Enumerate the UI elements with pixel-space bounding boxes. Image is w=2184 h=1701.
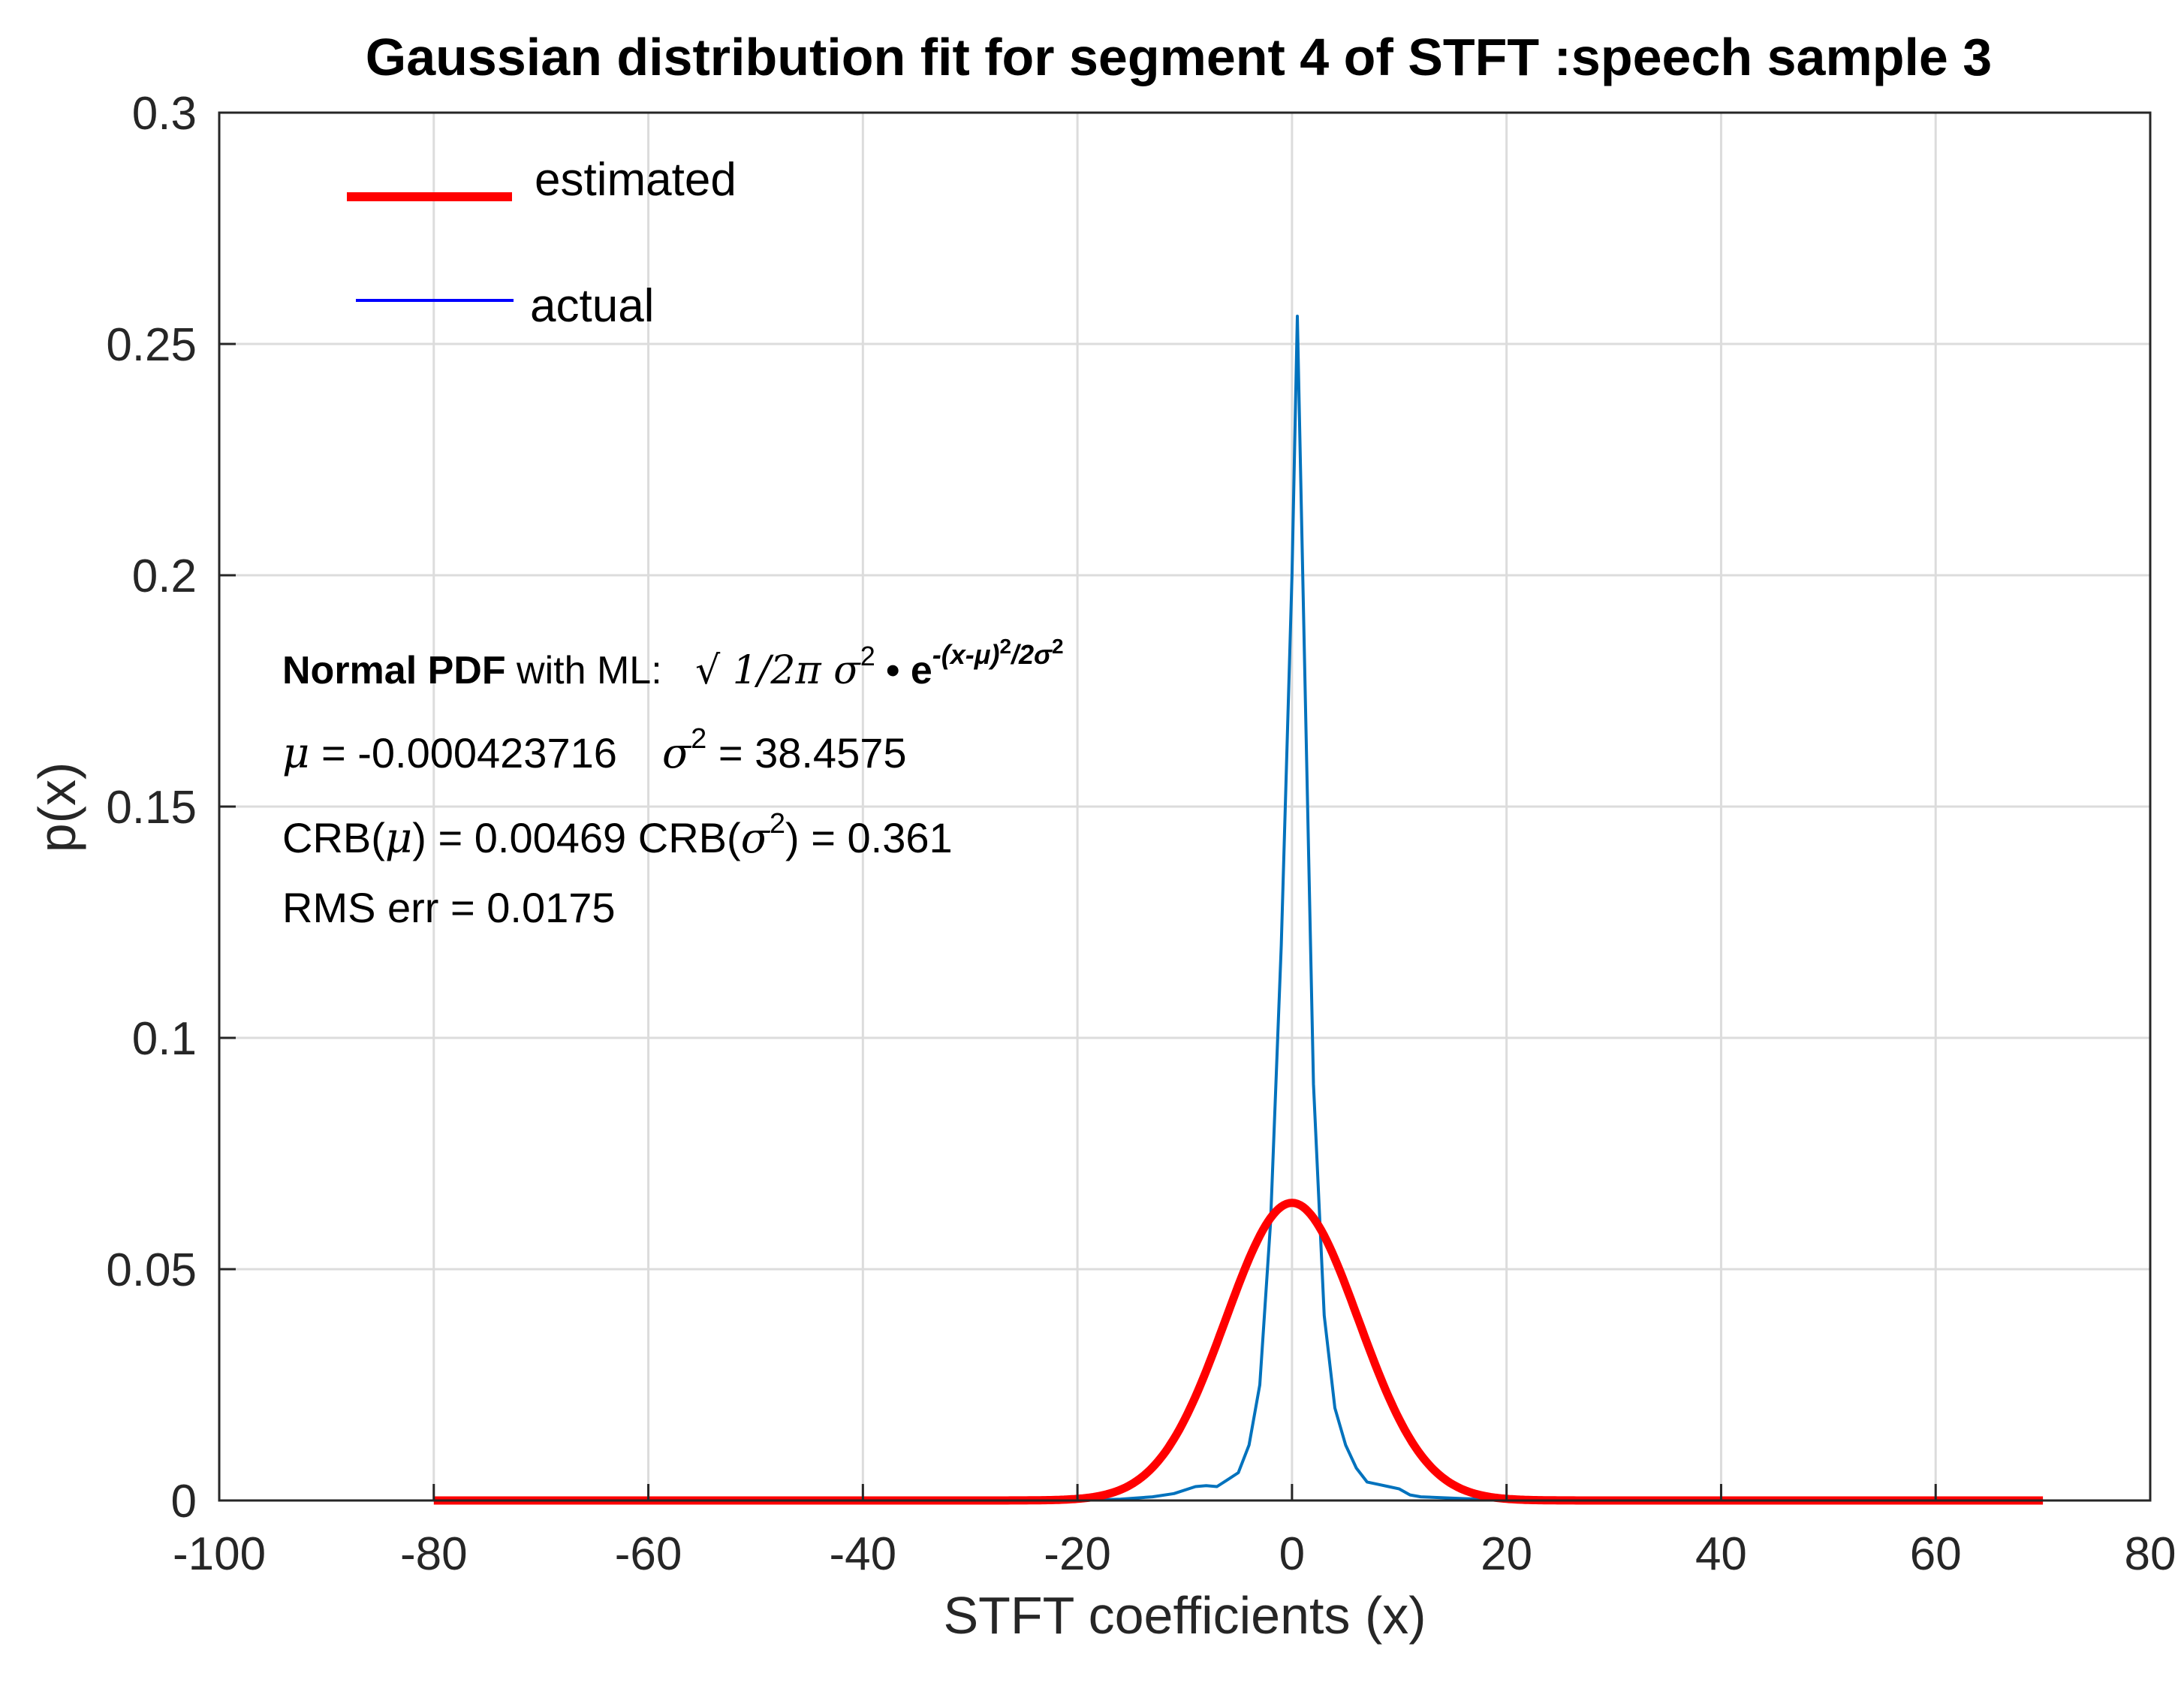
annotation-crb-c: ) = 0.361	[785, 814, 953, 861]
annotation-crb-a: CRB(	[282, 814, 385, 861]
y-tick-label: 0.05	[106, 1244, 197, 1296]
y-tick-label: 0.2	[132, 550, 197, 602]
fit-annotation: Normal PDF with ML: √ 1/2π σ2 • e-(x-μ)2…	[282, 635, 1064, 931]
annotation-crb: CRB(μ) = 0.00469 CRB(σ2) = 0.361	[282, 808, 953, 863]
annotation-sigma-value: = 38.4575	[706, 729, 906, 777]
y-axis: 0 0.05 0.1 0.15 0.2 0.25 0.3	[106, 88, 236, 1528]
legend: estimated actual	[347, 154, 737, 332]
annotation-formula-bold: Normal PDF	[282, 649, 506, 692]
x-tick-label: -80	[400, 1528, 468, 1580]
x-tick-label: -40	[830, 1528, 897, 1580]
annotation-crb-b: ) = 0.00469 CRB(	[412, 814, 741, 861]
y-tick-label: 0.25	[106, 319, 197, 371]
legend-label-estimated: estimated	[535, 154, 737, 206]
x-tick-label: 0	[1279, 1528, 1305, 1580]
x-tick-label: 40	[1695, 1528, 1747, 1580]
y-tick-label: 0.1	[132, 1013, 197, 1065]
annotation-rms: RMS err = 0.0175	[282, 884, 616, 931]
x-axis: -100 -80 -60 -40 -20 0 20 40 60 80	[173, 1484, 2176, 1580]
annotation-formula-mid: with ML:	[506, 649, 662, 692]
y-tick-label: 0.3	[132, 88, 197, 140]
y-tick-label: 0	[171, 1476, 197, 1528]
y-axis-label: p(x)	[28, 762, 86, 853]
chart-title: Gaussian distribution fit for segment 4 …	[366, 28, 1992, 86]
annotation-mu-value: = -0.000423716	[309, 729, 616, 777]
x-tick-label: -60	[615, 1528, 682, 1580]
legend-label-actual: actual	[530, 280, 654, 332]
x-tick-label: -100	[173, 1528, 266, 1580]
x-tick-label: -20	[1044, 1528, 1111, 1580]
x-tick-label: 60	[1910, 1528, 1962, 1580]
y-tick-label: 0.15	[106, 782, 197, 834]
annotation-formula: Normal PDF with ML: √ 1/2π σ2 • e-(x-μ)2…	[282, 635, 1064, 693]
x-axis-label: STFT coefficients (x)	[943, 1586, 1426, 1645]
annotation-mu-sigma: μ = -0.000423716 σ2 = 38.4575	[282, 723, 907, 778]
series-actual-line	[433, 315, 2044, 1502]
x-tick-label: 80	[2125, 1528, 2176, 1580]
x-tick-label: 20	[1481, 1528, 1532, 1580]
